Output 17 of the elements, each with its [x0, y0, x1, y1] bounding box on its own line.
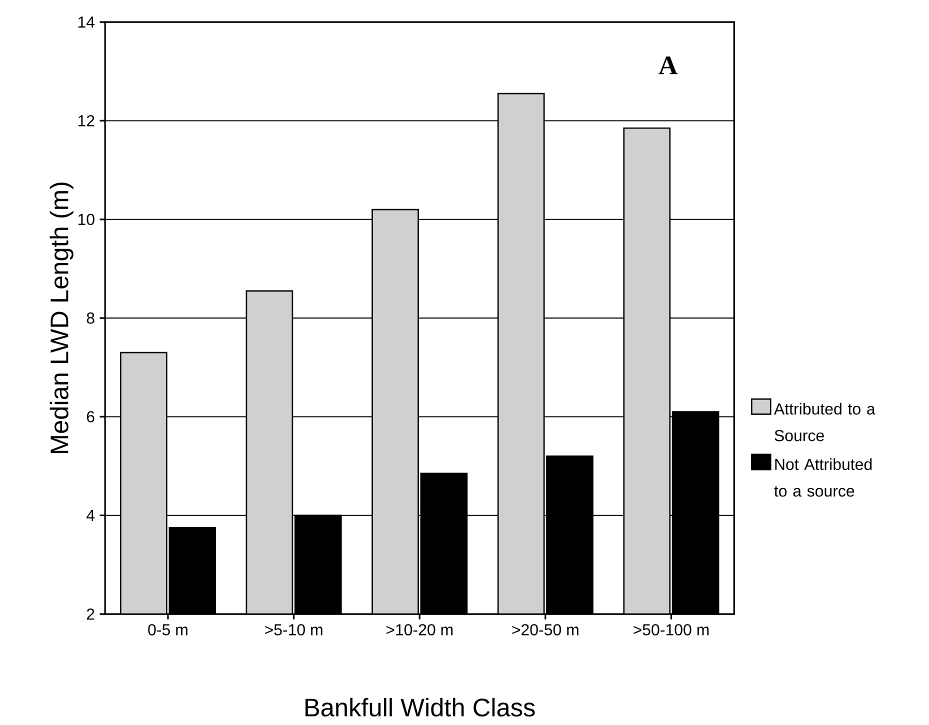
y-tick-label: 4 [86, 510, 95, 521]
y-tick-label: 14 [78, 16, 95, 28]
x-tick-label: >50-100 m [634, 624, 709, 636]
y-axis-title: Median LWD Length (m) [50, 182, 74, 454]
x-tick-label: >5-10 m [265, 624, 322, 636]
y-tick-label: 8 [86, 312, 94, 324]
x-tick-label: 0-5 m [148, 624, 188, 636]
legend-label: Attributed to a Source [774, 402, 876, 442]
x-tick-label: >20-50 m [512, 624, 578, 636]
y-tick-label: 12 [78, 115, 94, 126]
y-tick-label: 6 [86, 411, 94, 422]
x-tick-label: >10-20 m [386, 624, 453, 636]
legend-label: Not Attributed to a source [774, 458, 872, 497]
x-axis-title: Bankfull Width Class [306, 698, 535, 717]
annotation: A [658, 56, 678, 74]
y-tick-label: 2 [86, 608, 94, 620]
y-tick-label: 10 [78, 214, 94, 226]
